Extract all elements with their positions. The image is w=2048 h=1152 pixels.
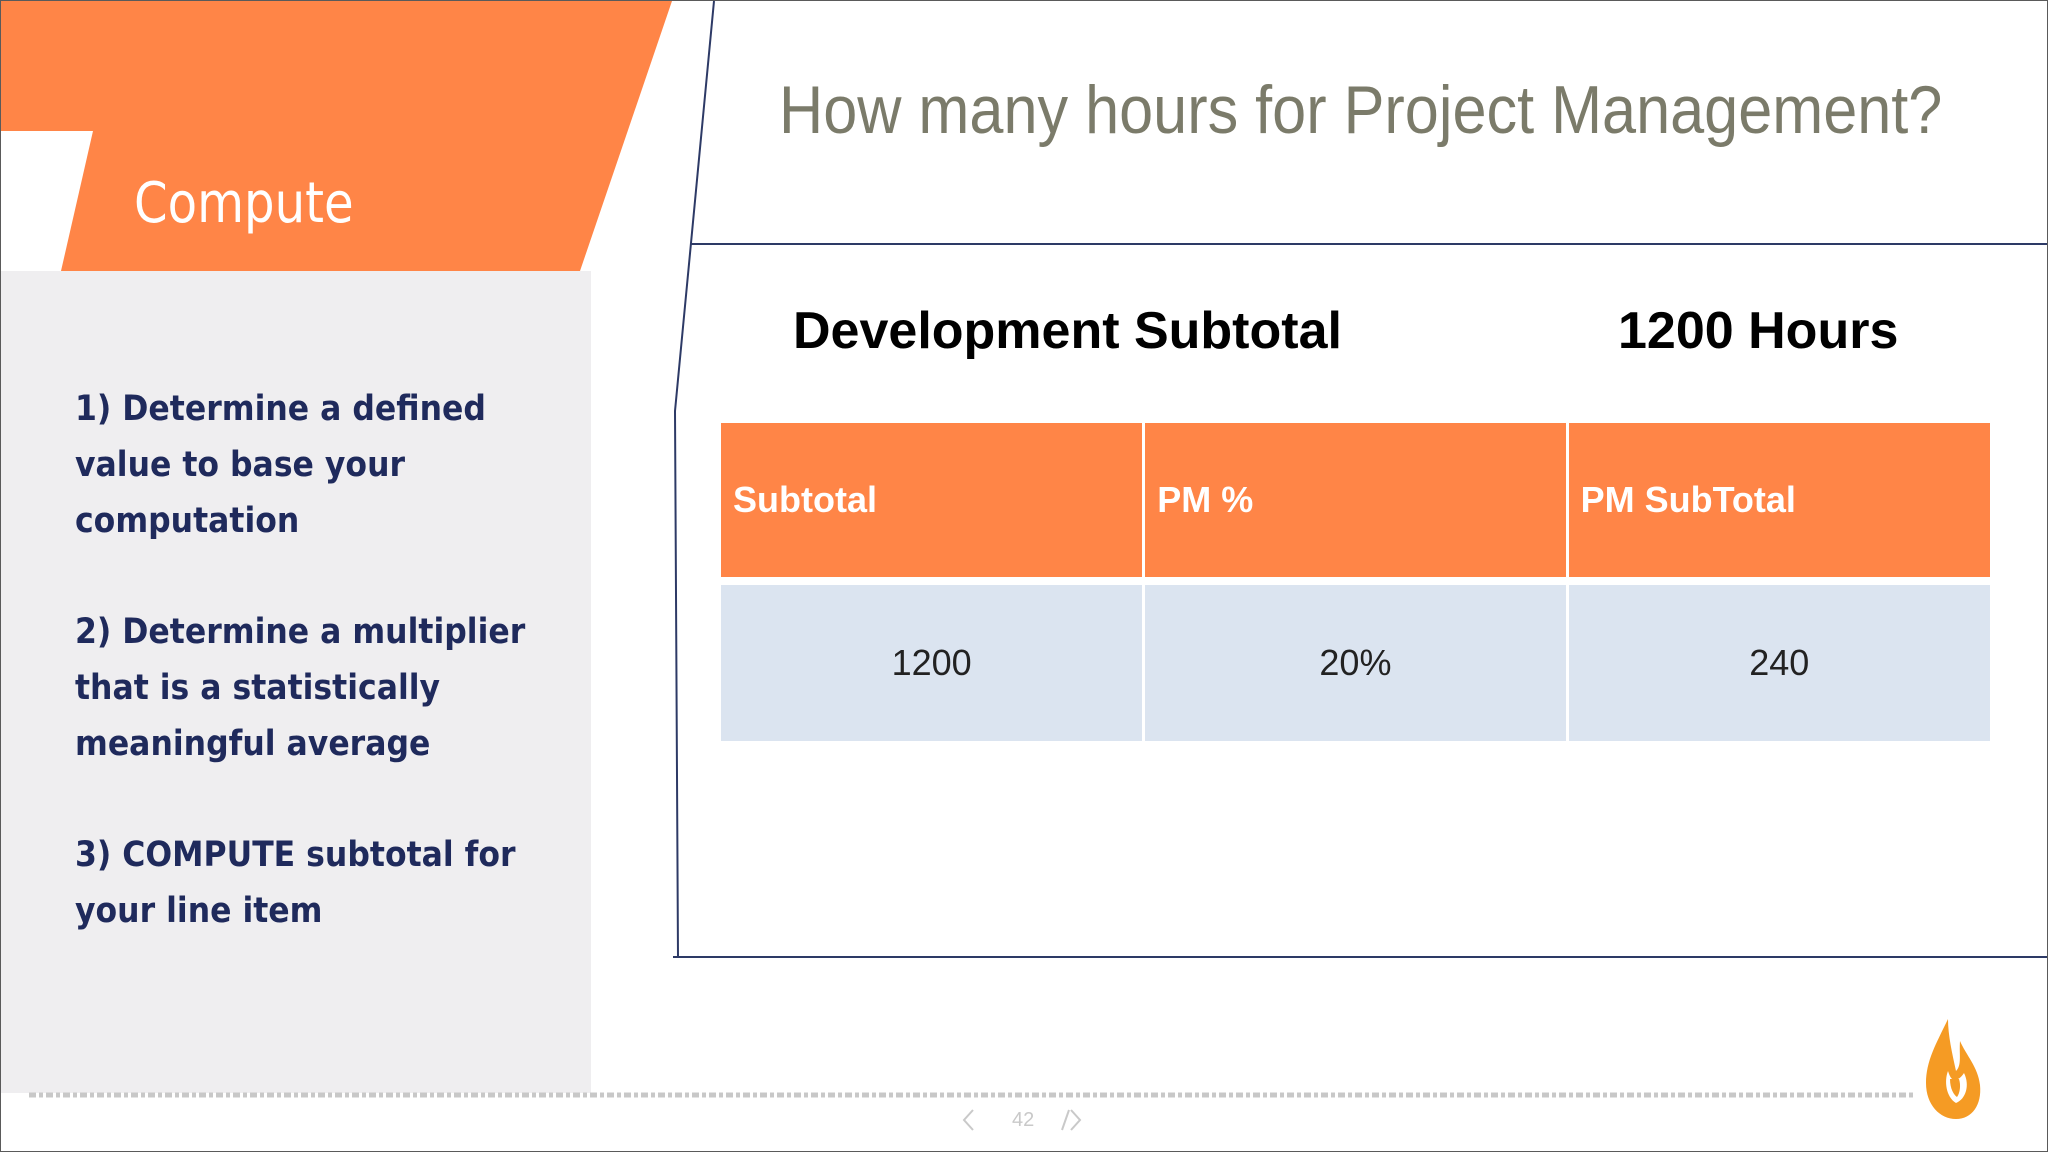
slide-question-title: How many hours for Project Management? <box>779 72 1943 148</box>
banner-notch <box>1 131 93 271</box>
steps-list: 1) Determine a defined value to base you… <box>75 381 545 994</box>
section-title: Compute <box>134 171 354 236</box>
table-header-row: Subtotal PM % PM SubTotal <box>721 423 1990 577</box>
development-subtotal-value: 1200 Hours <box>1618 302 1899 360</box>
chevron-right-icon[interactable] <box>1059 1107 1083 1139</box>
chevron-left-icon[interactable] <box>961 1107 975 1139</box>
slide-pager: 42 <box>961 1107 1091 1135</box>
cell-pm-subtotal: 240 <box>1568 585 1990 741</box>
page-number: 42 <box>1012 1109 1035 1131</box>
cell-pm-percent: 20% <box>1145 585 1566 741</box>
left-panel <box>1 271 591 1093</box>
table-row: 1200 20% 240 <box>721 585 1990 741</box>
header-banner <box>1 1 672 271</box>
table-spacer-row <box>721 577 1990 585</box>
flame-logo-icon <box>1926 1019 1981 1119</box>
step-item-1: 1) Determine a defined value to base you… <box>75 389 486 541</box>
pm-computation-table: Subtotal PM % PM SubTotal 1200 20% 240 <box>718 423 1993 741</box>
cell-subtotal: 1200 <box>721 585 1143 741</box>
development-subtotal-label: Development Subtotal <box>793 302 1342 360</box>
header-pm-subtotal: PM SubTotal <box>1568 423 1990 577</box>
header-pm-percent: PM % <box>1145 423 1566 577</box>
frame-left-line <box>673 1 715 959</box>
header-subtotal: Subtotal <box>721 423 1143 577</box>
step-item-2: 2) Determine a multiplier that is a stat… <box>75 612 526 764</box>
step-item-3: 3) COMPUTE subtotal for your line item <box>75 835 516 931</box>
